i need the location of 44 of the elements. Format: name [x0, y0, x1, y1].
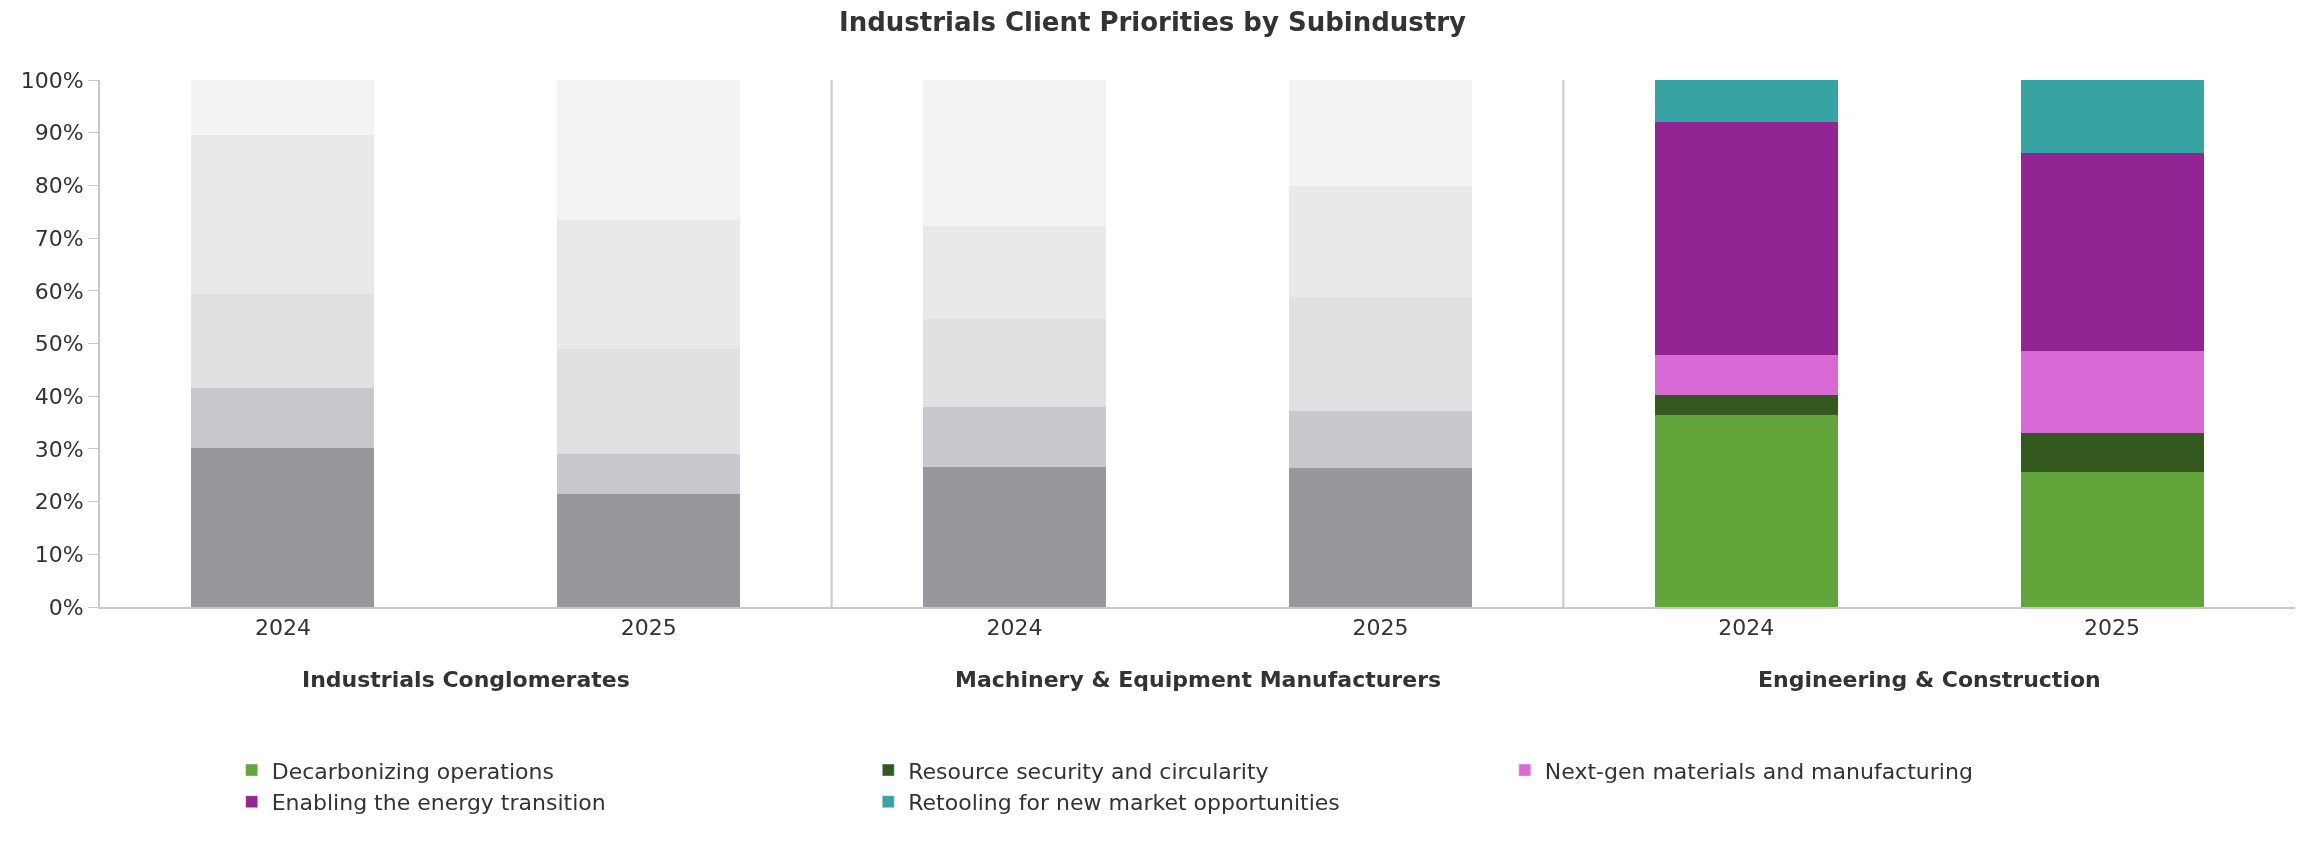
legend-label: Enabling the energy transition — [271, 790, 606, 816]
bar — [1654, 395, 1838, 415]
legend-label: Resource security and circularity — [908, 758, 1269, 784]
bar — [557, 453, 741, 494]
bar — [1288, 411, 1472, 468]
text: Engineering & Construction — [1758, 667, 2101, 692]
bar — [2020, 351, 2204, 433]
y-tick-label: 100% — [20, 67, 84, 93]
y-tick-label: 90% — [34, 120, 84, 146]
x-tick-label: 2024 — [254, 615, 311, 641]
bar — [1654, 354, 1838, 396]
bar — [923, 466, 1107, 607]
y-tick-label: 80% — [34, 173, 84, 199]
text: Machinery & Equipment Manufacturers — [955, 667, 1442, 692]
x-tick-label: 2024 — [986, 615, 1043, 641]
bar — [2020, 432, 2204, 473]
legend-label: Next-gen materials and manufacturing — [1544, 758, 1973, 784]
x-tick-label: 2025 — [1352, 615, 1409, 641]
legend-label: Retooling for new market opportunities — [908, 790, 1340, 816]
y-tick-label: 70% — [34, 225, 84, 251]
y-tick-label: 40% — [34, 383, 84, 409]
text: Industrials Conglomerates — [302, 667, 630, 692]
bar — [2020, 80, 2204, 153]
bar — [557, 493, 741, 607]
bar — [2020, 152, 2204, 352]
x-tick-label: 2025 — [620, 615, 677, 641]
chart-title: Industrials Client Priorities by Subindustry — [838, 7, 1467, 38]
bar — [1654, 121, 1838, 355]
y-tick-label: 60% — [34, 278, 84, 304]
y-tick-label: 30% — [34, 436, 84, 462]
bar — [923, 406, 1107, 467]
bar — [191, 387, 375, 448]
bar — [1654, 80, 1838, 122]
bar — [1654, 414, 1838, 607]
y-tick-label: 0% — [48, 594, 84, 620]
bar — [1288, 467, 1472, 607]
y-tick-label: 50% — [34, 331, 84, 357]
y-tick-label: 10% — [34, 542, 84, 567]
x-tick-label: 2025 — [2084, 615, 2141, 641]
y-tick-label: 20% — [34, 489, 84, 515]
legend-label: Decarbonizing operations — [271, 758, 554, 784]
bar — [2020, 472, 2204, 607]
x-tick-label: 2024 — [1718, 615, 1775, 641]
bar — [191, 447, 375, 607]
